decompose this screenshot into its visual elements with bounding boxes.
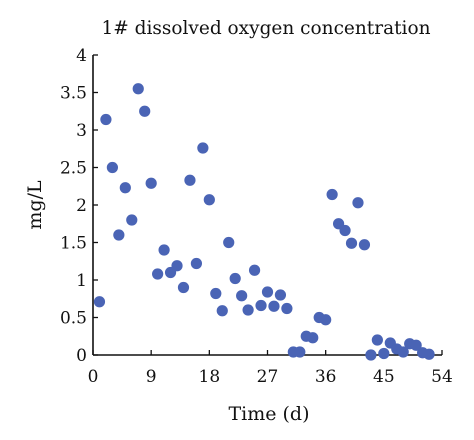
y-tick-label: 0 (76, 346, 87, 366)
x-tick-label: 9 (146, 367, 157, 387)
data-point (119, 182, 131, 194)
y-axis-label: mg/L (24, 180, 46, 230)
data-point (255, 299, 267, 312)
data-point (106, 161, 118, 174)
data-point (197, 142, 209, 154)
data-point (307, 332, 319, 344)
y-tick-label: 1 (76, 271, 87, 291)
data-point (320, 314, 332, 326)
data-point (210, 287, 222, 300)
y-tick-label: 3.5 (60, 84, 87, 104)
data-point (126, 214, 138, 226)
y-tick-label: 1.5 (60, 234, 87, 254)
data-point (236, 290, 248, 302)
x-axis: 0 9 18 27 36 45 54 (88, 350, 453, 387)
x-tick-label: 45 (373, 367, 395, 387)
data-point (184, 174, 196, 186)
data-point (229, 272, 241, 285)
data-point (100, 113, 112, 126)
data-point (371, 334, 383, 346)
y-tick-label: 2.5 (60, 159, 87, 179)
data-point (113, 229, 125, 241)
data-point (242, 304, 254, 316)
y-tick-label: 0.5 (60, 309, 87, 329)
data-point (423, 348, 435, 360)
data-point (339, 224, 351, 237)
x-tick-label: 0 (88, 367, 99, 387)
data-point (397, 346, 409, 358)
x-axis-label: Time (d) (228, 403, 309, 425)
data-point (345, 237, 358, 249)
data-points (93, 83, 435, 361)
y-tick-label: 3 (76, 121, 87, 141)
data-point (294, 346, 306, 358)
data-point (190, 257, 203, 270)
data-point (281, 302, 293, 315)
data-point (268, 300, 280, 312)
x-tick-label: 54 (431, 367, 453, 387)
data-point (158, 244, 170, 256)
data-point (248, 264, 261, 276)
x-tick-label: 18 (199, 367, 221, 387)
data-point (365, 349, 377, 361)
y-axis: 0 0.5 1 1.5 2 2.5 3 3.5 4 (60, 46, 98, 366)
data-point (152, 268, 164, 280)
y-tick-label: 2 (76, 196, 87, 216)
data-point (132, 83, 144, 95)
data-point (378, 347, 390, 360)
data-point (274, 289, 287, 301)
chart-title: 1# dissolved oxygen concentration (101, 18, 430, 39)
data-point (358, 239, 371, 251)
data-point (216, 305, 228, 317)
data-point (145, 177, 157, 189)
y-tick-label: 4 (76, 46, 87, 66)
x-tick-label: 36 (315, 367, 337, 387)
data-point (177, 281, 190, 294)
data-point (139, 105, 151, 117)
data-point (171, 260, 183, 272)
data-point (93, 296, 106, 308)
data-point (203, 194, 215, 206)
data-point (352, 197, 364, 209)
data-point (410, 339, 422, 351)
x-tick-label: 27 (257, 367, 279, 387)
data-point (261, 286, 274, 298)
data-point (223, 236, 235, 249)
data-point (326, 188, 338, 201)
